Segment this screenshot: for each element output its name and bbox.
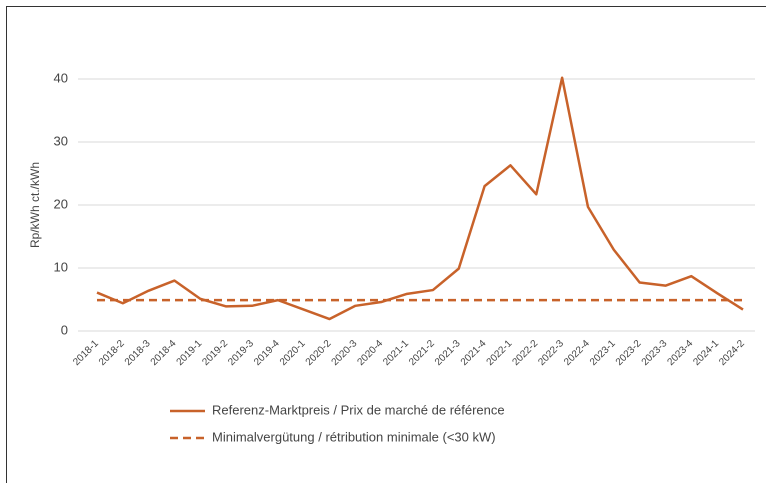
x-tick-label: 2020-4 (355, 338, 385, 368)
x-tick-label: 2024-2 (717, 338, 747, 368)
legend-label: Referenz-Marktpreis / Prix de marché de … (212, 402, 505, 417)
x-tick-label: 2023-2 (614, 338, 644, 368)
x-tick-label: 2023-3 (640, 338, 670, 368)
x-tick-label: 2023-4 (666, 338, 696, 368)
x-tick-label: 2019-1 (175, 338, 205, 368)
x-tick-label: 2019-3 (226, 338, 256, 368)
y-tick-label: 0 (61, 322, 68, 337)
series-line (96, 76, 744, 321)
x-tick-label: 2021-3 (433, 338, 463, 368)
x-tick-label: 2023-1 (588, 338, 618, 368)
x-tick-label: 2018-1 (71, 338, 101, 368)
x-tick-label: 2021-1 (381, 338, 411, 368)
y-tick-label: 20 (54, 196, 68, 211)
y-axis-label: Rp/kWh ct./kWh (28, 162, 42, 248)
x-tick-label: 2021-2 (407, 338, 437, 368)
x-tick-label: 2021-4 (459, 338, 489, 368)
x-tick-label: 2018-4 (149, 338, 179, 368)
x-tick-label: 2022-3 (536, 338, 566, 368)
x-tick-label: 2019-4 (252, 338, 282, 368)
x-tick-label: 2019-2 (200, 338, 230, 368)
frame (6, 6, 766, 483)
y-tick-label: 30 (54, 133, 68, 148)
x-tick-label: 2024-1 (691, 338, 721, 368)
x-tick-label: 2018-3 (123, 338, 153, 368)
y-tick-label: 40 (54, 70, 68, 85)
y-tick-label: 10 (54, 259, 68, 274)
x-tick-label: 2022-2 (510, 338, 540, 368)
x-tick-label: 2020-1 (278, 338, 308, 368)
x-tick-label: 2018-2 (97, 338, 127, 368)
x-tick-label: 2022-4 (562, 338, 592, 368)
legend-label: Minimalvergütung / rétribution minimale … (212, 429, 496, 444)
x-tick-label: 2020-3 (330, 338, 360, 368)
x-tick-label: 2020-2 (304, 338, 334, 368)
x-tick-label: 2022-1 (485, 338, 515, 368)
